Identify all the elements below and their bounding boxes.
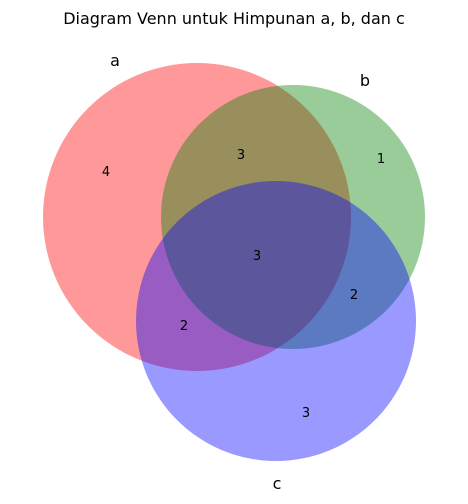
set-a-circle	[43, 63, 351, 371]
region-a-only-count: 4	[102, 165, 110, 180]
region-ab-only-count: 3	[237, 148, 245, 163]
region-ac-only-count: 2	[180, 319, 188, 334]
set-b-circle	[161, 85, 425, 349]
set-a-label: a	[110, 51, 120, 70]
region-c-only-count: 3	[302, 406, 310, 421]
region-b-only-count: 1	[377, 152, 385, 167]
set-c-circle	[136, 181, 416, 461]
set-c-label: c	[273, 474, 282, 493]
set-b-label: b	[360, 71, 370, 90]
diagram-title: Diagram Venn untuk Himpunan a, b, dan c	[63, 9, 405, 28]
region-bc-only-count: 2	[350, 288, 358, 303]
region-abc-count: 3	[253, 249, 261, 264]
